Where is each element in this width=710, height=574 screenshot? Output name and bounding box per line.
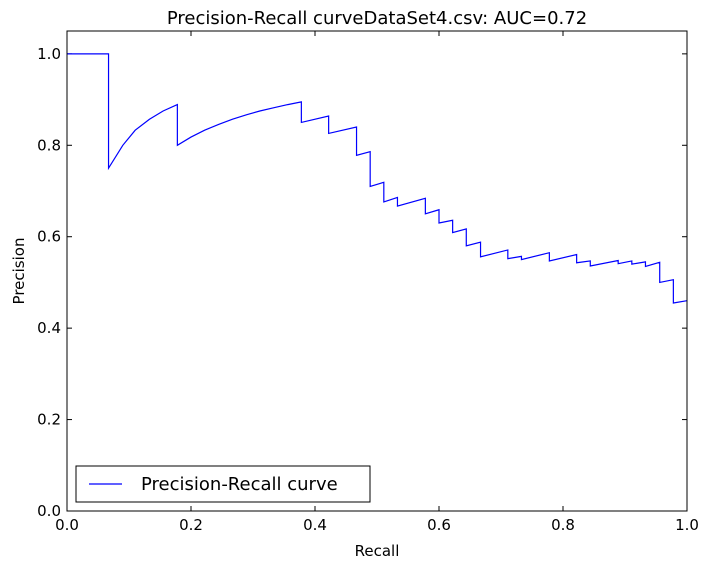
y-tick-label: 0.2 [37,411,61,429]
y-axis-label: Precision [10,238,28,305]
precision-recall-curve [67,53,688,304]
y-tick-label: 0.4 [37,319,61,337]
y-tick-label: 1.0 [37,45,61,63]
x-tick-label: 0.4 [303,516,327,534]
y-tick-label: 0.6 [37,228,61,246]
legend-box [75,465,371,503]
legend: Precision-Recall curve [75,465,371,503]
x-tick-label: 0.6 [427,516,451,534]
y-tick-label: 0.0 [37,502,61,520]
x-tick-label: 0.2 [179,516,203,534]
x-tick-label: 0.8 [551,516,575,534]
chart-title: Precision-Recall curveDataSet4.csv: AUC=… [167,8,587,29]
x-axis-label: Recall [355,542,400,560]
x-tick-label: 1.0 [675,516,699,534]
legend-label: Precision-Recall curve [141,474,338,495]
plot-frame [66,30,688,512]
y-tick-label: 0.8 [37,136,61,154]
x-tick-label: 0.0 [55,516,79,534]
